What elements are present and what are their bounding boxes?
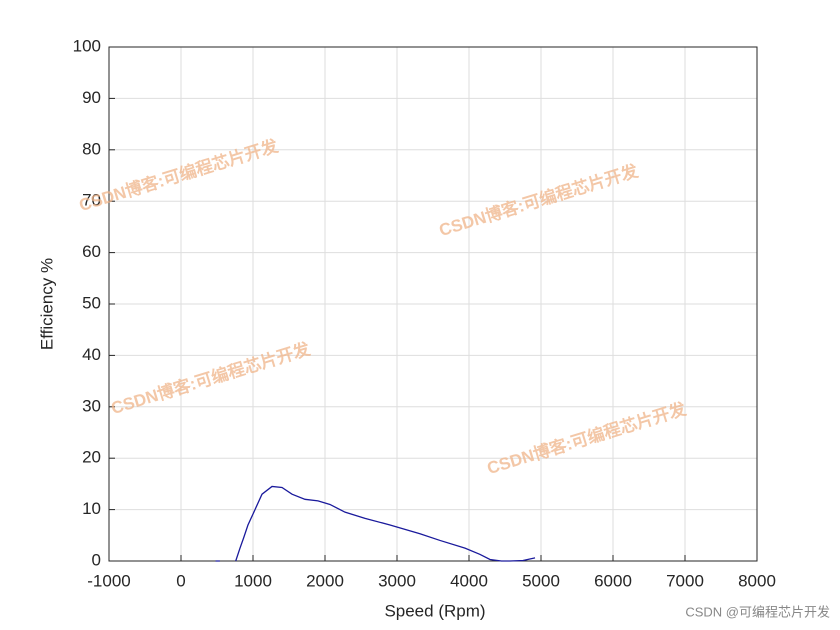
footer: CSDN @可编程芯片开发 [685, 604, 830, 619]
x-tick-label: 6000 [594, 571, 632, 590]
axes-box [108, 46, 758, 562]
x-tick-label: 3000 [378, 571, 416, 590]
y-axis-label: Efficiency % [37, 258, 56, 350]
y-tick-label: 100 [73, 36, 101, 55]
x-tick-label: 4000 [450, 571, 488, 590]
y-tick-label: 80 [82, 139, 101, 158]
y-tick-label: 20 [82, 448, 101, 467]
x-tick-label: 2000 [306, 571, 344, 590]
y-tick-label: 10 [82, 499, 101, 518]
x-tick-label: 5000 [522, 571, 560, 590]
y-tick-label: 90 [82, 88, 101, 107]
y-tick-label: 70 [82, 191, 101, 210]
y-tick-label: 50 [82, 293, 101, 312]
x-tick-label: 8000 [738, 571, 776, 590]
y-tick-label: 30 [82, 396, 101, 415]
y-tick-label: 0 [92, 550, 101, 569]
data-line [215, 485, 536, 562]
x-tick-label: 1000 [234, 571, 272, 590]
y-tick-label: 60 [82, 242, 101, 261]
y-tick-label: 40 [82, 345, 101, 364]
x-axis-label: Speed (Rpm) [384, 601, 485, 620]
x-tick-label: 7000 [666, 571, 704, 590]
x-tick-label: 0 [176, 571, 185, 590]
x-tick-label: -1000 [87, 571, 130, 590]
